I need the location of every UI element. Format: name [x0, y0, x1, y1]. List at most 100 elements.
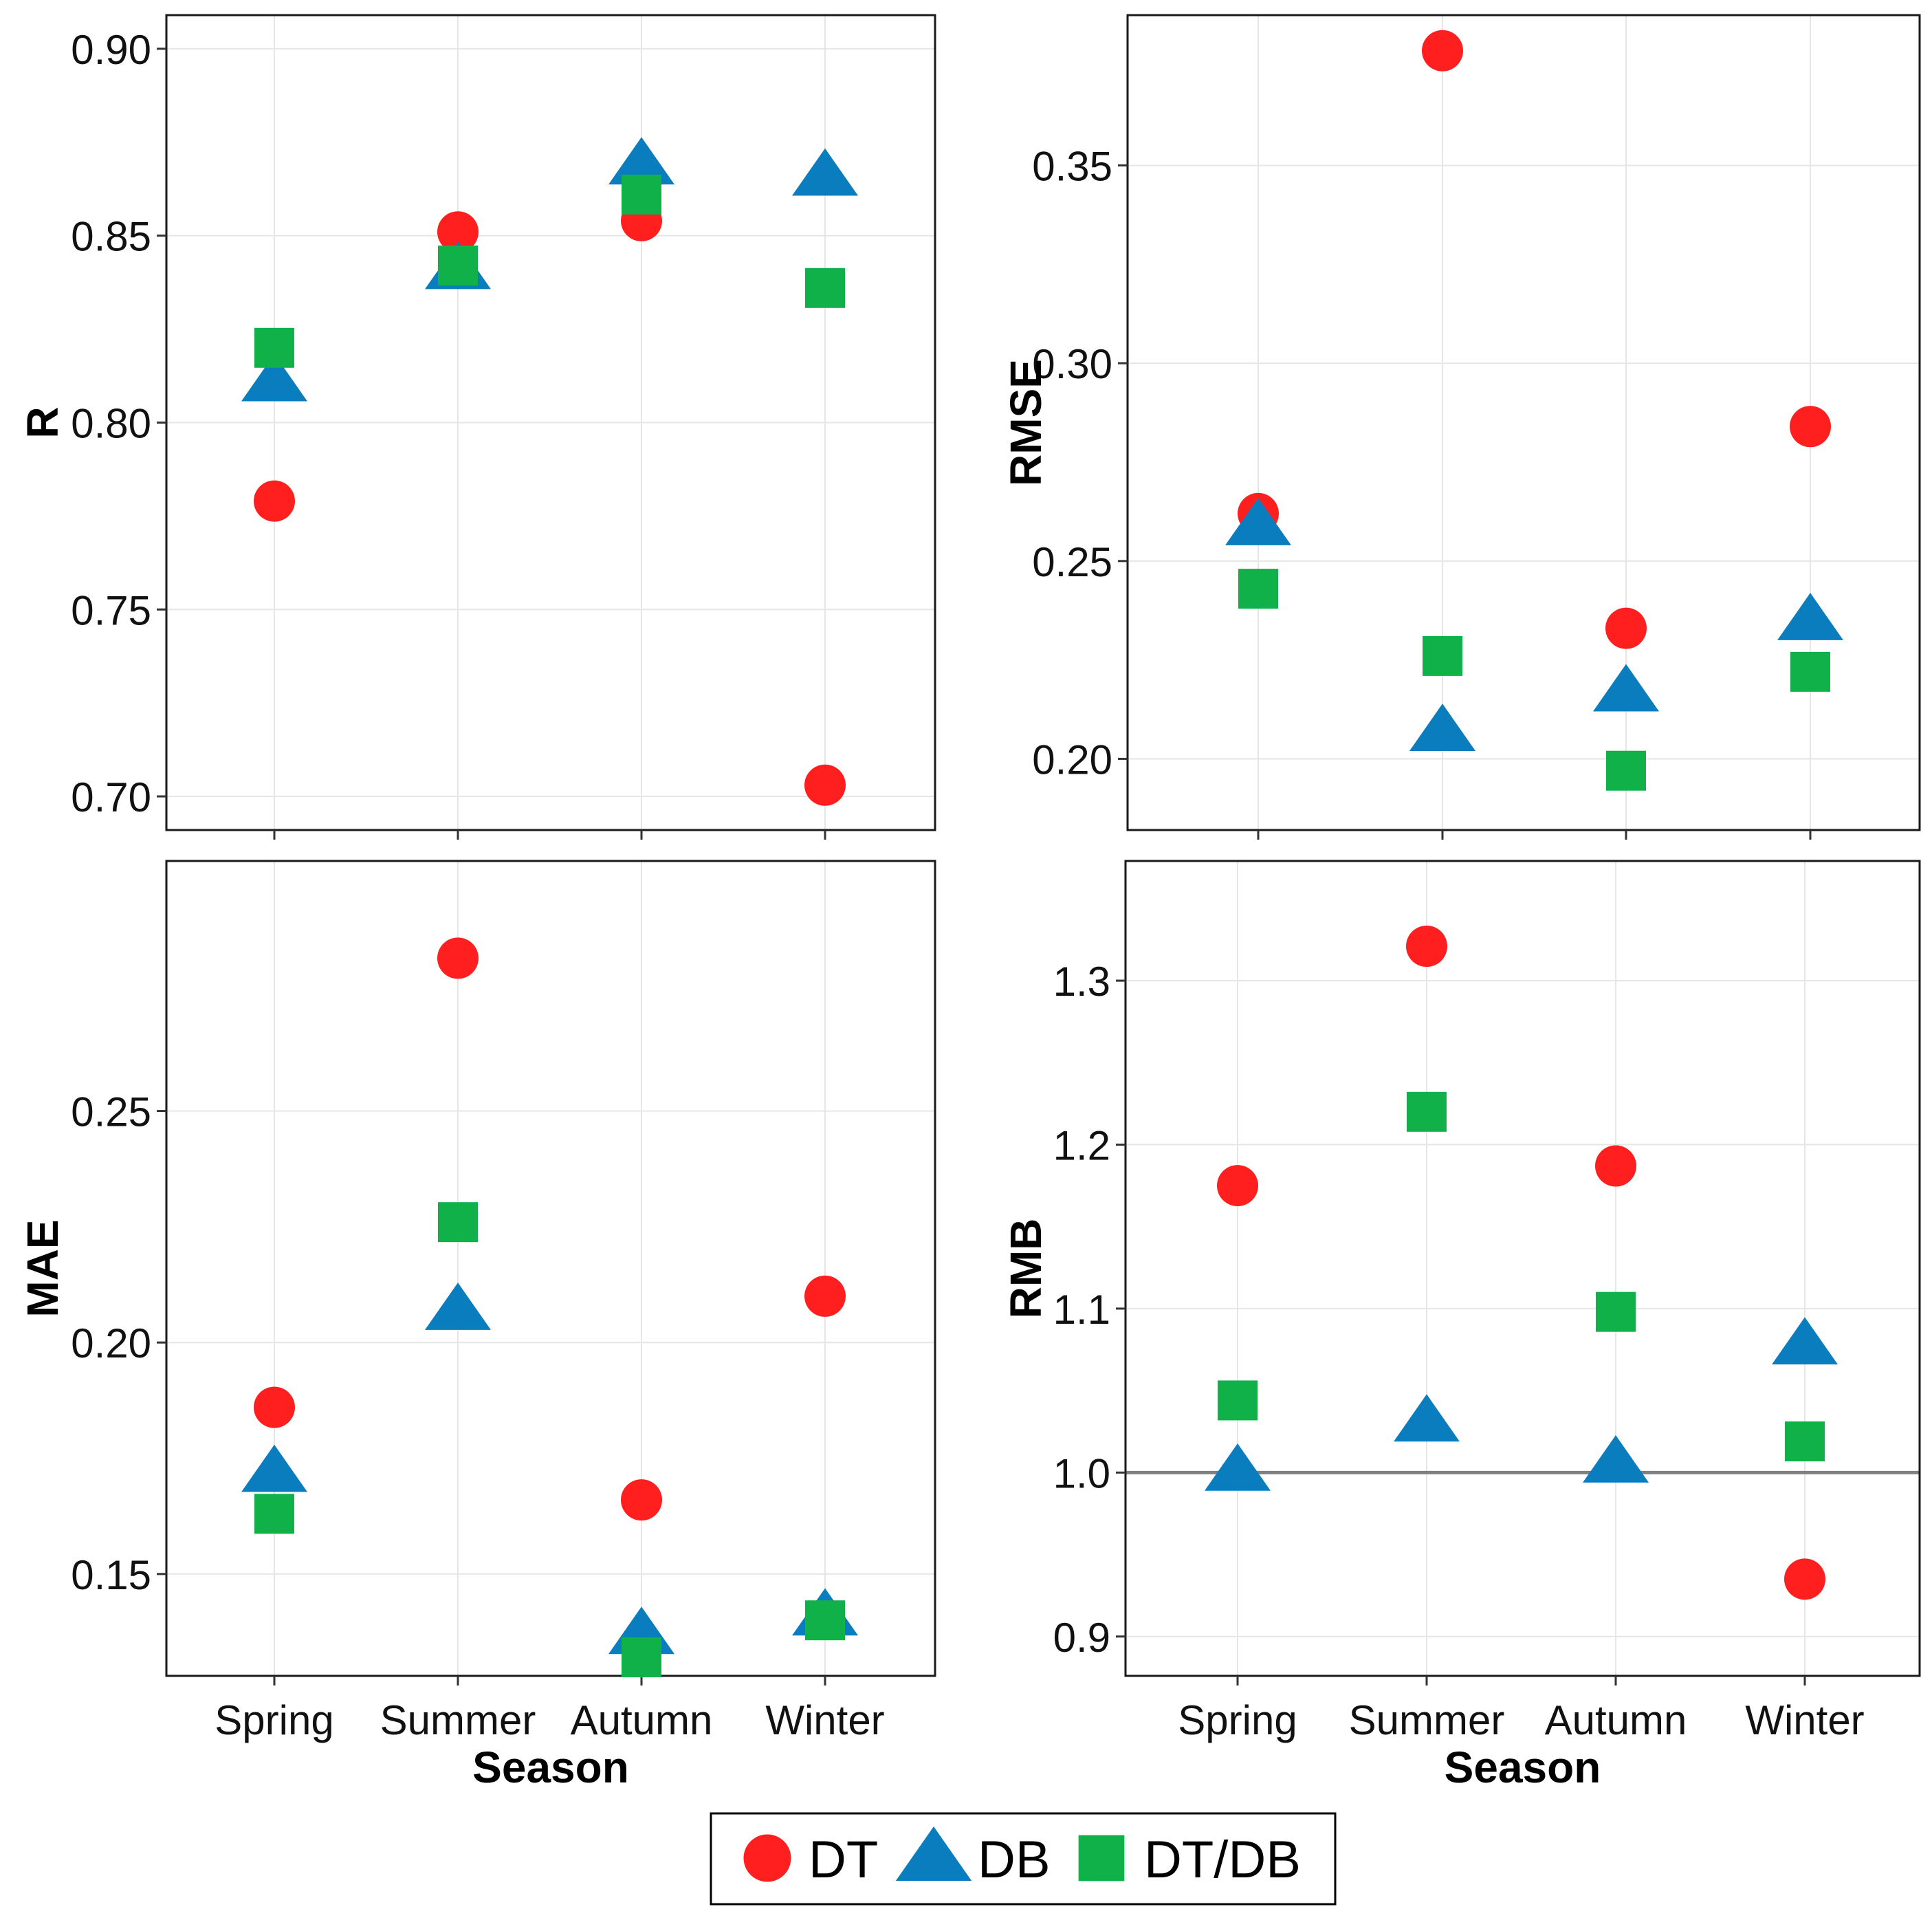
data-point-dt-db-winter	[1785, 1421, 1825, 1462]
legend-item-dt: DT	[743, 1831, 878, 1889]
y-tick-label: 0.9	[1053, 1615, 1110, 1661]
data-point-dt-winter	[1784, 1558, 1825, 1600]
series-dt-db	[1238, 569, 1830, 791]
data-point-db-winter	[792, 148, 858, 196]
data-point-dt-db-autumn	[1606, 750, 1646, 791]
data-point-dt-summer	[1406, 925, 1447, 967]
data-point-db-autumn	[1583, 1435, 1649, 1483]
data-point-dt-spring	[254, 480, 295, 522]
legend-marker-dt	[743, 1834, 791, 1882]
data-point-dt-db-spring	[1218, 1380, 1258, 1421]
panel-r: 0.70 0.75 0.80 0.85 0.90 R	[18, 14, 936, 840]
data-point-dt-db-summer	[438, 246, 478, 286]
data-point-db-spring	[1205, 1443, 1271, 1491]
y-axis-title: R	[18, 406, 67, 438]
data-point-db-autumn	[1593, 664, 1659, 712]
series-dt	[254, 937, 846, 1521]
y-tick-label: 1.1	[1053, 1287, 1110, 1333]
series-dt-db	[1218, 1091, 1825, 1462]
series-db	[241, 137, 858, 402]
data-point-dt-db-summer	[1423, 635, 1462, 676]
x-tick-label: Autumn	[571, 1697, 713, 1743]
x-tick-label: Autumn	[1545, 1697, 1687, 1743]
data-point-dt-db-winter	[805, 268, 845, 308]
panel-border	[165, 860, 936, 1677]
data-point-db-winter	[1777, 593, 1843, 640]
y-tick-label: 0.90	[71, 27, 151, 73]
panel-border	[1124, 860, 1921, 1677]
y-tick-label: 1.3	[1053, 959, 1110, 1005]
data-point-db-summer	[1409, 703, 1475, 751]
series-db	[1225, 498, 1843, 751]
data-point-db-summer	[1394, 1394, 1460, 1442]
data-point-dt-summer	[437, 211, 479, 253]
x-tick-label: Winter	[1745, 1697, 1864, 1743]
legend-item-db: DB	[895, 1826, 1051, 1889]
data-point-db-winter	[1772, 1317, 1838, 1365]
data-point-db-spring	[241, 353, 307, 402]
series-db	[1205, 1317, 1838, 1491]
data-point-db-spring	[1225, 498, 1291, 545]
data-point-dt-db-spring	[254, 1494, 294, 1534]
y-tick-label: 0.35	[1032, 144, 1112, 190]
data-point-dt-autumn	[1605, 607, 1647, 649]
data-point-dt-autumn	[621, 1479, 662, 1521]
y-tick-label: 0.25	[71, 1089, 151, 1135]
y-tick-label: 1.0	[1053, 1450, 1110, 1496]
x-tick-label: Spring	[1178, 1697, 1297, 1743]
y-tick-label: 0.15	[71, 1552, 151, 1598]
y-tick-label: 0.20	[1032, 737, 1112, 783]
panel-mae: 0.15 0.20 0.25 Spring Summer Autumn Winter MAE S…	[18, 860, 936, 1792]
y-tick-label: 0.75	[71, 587, 151, 633]
data-point-dt-db-autumn	[622, 1637, 661, 1678]
data-point-dt-spring	[1217, 1165, 1258, 1207]
y-axis-title: MAE	[18, 1219, 67, 1317]
legend-label: DT/DB	[1144, 1831, 1301, 1889]
data-point-dt-summer	[1422, 30, 1463, 72]
data-point-db-autumn	[608, 137, 674, 185]
x-axis-title: Season	[472, 1743, 629, 1792]
series-dt	[254, 199, 846, 806]
data-point-dt-autumn	[1595, 1145, 1636, 1187]
data-point-db-spring	[241, 1444, 307, 1492]
y-axis-title: RMSE	[1001, 359, 1051, 486]
legend-item-dt-db: DT/DB	[1078, 1831, 1301, 1889]
x-axis-title: Season	[1445, 1743, 1601, 1792]
data-point-dt-summer	[437, 937, 479, 979]
series-dt-db	[254, 174, 845, 368]
data-point-dt-winter	[804, 764, 846, 806]
series-dt-db	[254, 1202, 845, 1678]
data-point-dt-db-autumn	[622, 174, 661, 215]
panel-border	[1126, 14, 1921, 831]
legend-label: DB	[978, 1831, 1051, 1889]
x-tick-label: Spring	[215, 1697, 333, 1743]
data-point-dt-spring	[254, 1386, 295, 1428]
data-point-dt-db-spring	[254, 327, 294, 368]
y-tick-label: 0.70	[71, 774, 151, 820]
y-tick-label: 0.25	[1032, 539, 1112, 585]
legend-marker-dt-db	[1078, 1835, 1125, 1881]
series-dt	[1217, 925, 1825, 1600]
data-point-dt-winter	[1790, 406, 1831, 448]
data-point-db-summer	[425, 1283, 491, 1330]
legend-box	[710, 1812, 1337, 1906]
series-db	[241, 1283, 858, 1655]
y-tick-label: 1.2	[1053, 1122, 1110, 1168]
x-tick-label: Winter	[765, 1697, 884, 1743]
legend-marker-db	[895, 1826, 972, 1881]
data-point-dt-winter	[804, 1275, 846, 1317]
data-point-dt-db-summer	[438, 1202, 478, 1243]
y-tick-label: 0.20	[71, 1320, 151, 1366]
data-point-dt-db-spring	[1238, 569, 1278, 609]
panel-rmse: 0.20 0.25 0.30 0.35 RMSE	[1001, 14, 1921, 840]
data-point-dt-db-autumn	[1596, 1291, 1636, 1332]
panel-rmb: 0.9 1.0 1.1 1.2 1.3 Spring Summer Autumn Winter R…	[1001, 860, 1921, 1792]
x-tick-label: Summer	[380, 1697, 536, 1743]
y-tick-label: 0.30	[1032, 341, 1112, 387]
data-point-dt-db-winter	[805, 1600, 845, 1641]
legend-label: DT	[809, 1831, 878, 1889]
data-point-dt-db-winter	[1790, 651, 1830, 692]
y-tick-label: 0.80	[71, 401, 151, 447]
